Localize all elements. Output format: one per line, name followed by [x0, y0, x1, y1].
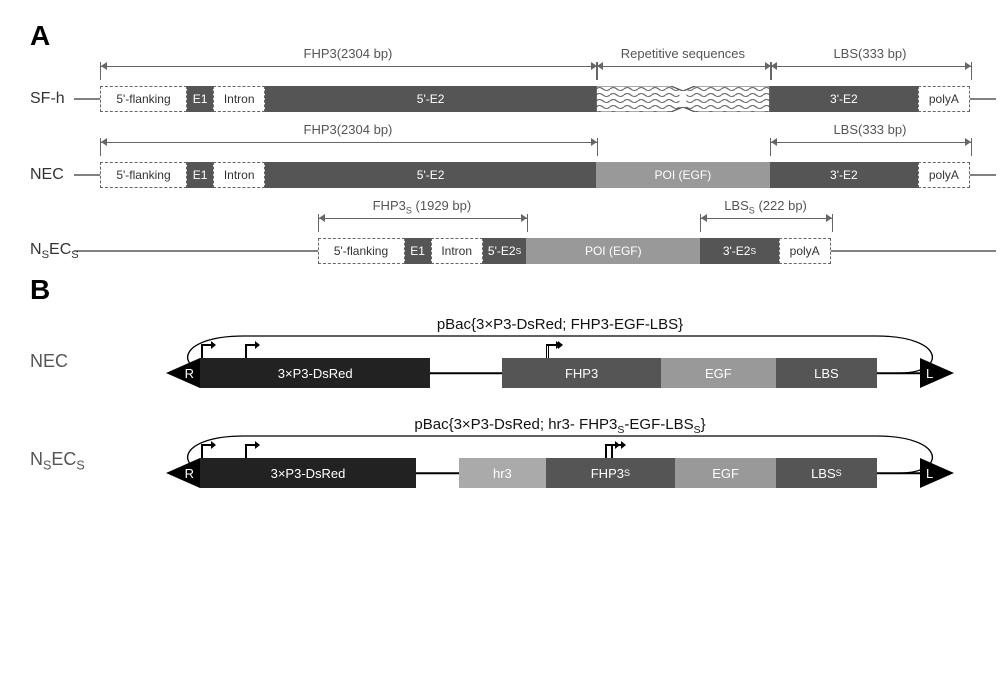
cassette-lbs: LBS: [776, 358, 877, 388]
piggybac-arm-r: R: [166, 358, 200, 388]
segment-polya: polyA: [918, 86, 970, 112]
segment-3-e2-sub-s-sub-: 3'-E2S: [700, 238, 778, 264]
promoter-arrow-icon: [546, 344, 562, 358]
gene-track: FHP3(2304 bp)Repetitive sequencesLBS(333…: [100, 86, 970, 112]
segment-poi-egf-: POI (EGF): [526, 238, 700, 264]
segment-3-e2: 3'-E2: [770, 86, 918, 112]
plasmid-row-label: NSECS: [30, 449, 150, 473]
segment-5-e2: 5'-E2: [265, 162, 596, 188]
segment-e1: E1: [405, 238, 431, 264]
connector-line: [430, 372, 502, 374]
dimension-bracket: [100, 138, 598, 156]
piggybac-arm-l: L: [920, 458, 954, 488]
segment-5-e2-sub-s-sub-: 5'-E2S: [483, 238, 527, 264]
promoter-arrow-icon: [199, 344, 215, 358]
cassette-fhp3: FHP3: [502, 358, 660, 388]
cassette-egf: EGF: [661, 358, 776, 388]
connector-line: [877, 372, 920, 374]
promoter-arrow-icon: [243, 444, 259, 458]
bracket-label: LBSS (222 bp): [700, 198, 831, 216]
cassette-hr3: hr3: [459, 458, 545, 488]
piggybac-arm-l: L: [920, 358, 954, 388]
segment-break: [596, 86, 770, 112]
panel-b-label: B: [30, 274, 970, 306]
bracket-label: FHP3S (1929 bp): [318, 198, 527, 216]
segment-5-flanking: 5'-flanking: [318, 238, 405, 264]
bracket-label: FHP3(2304 bp): [100, 46, 596, 61]
segment-intron: Intron: [213, 86, 265, 112]
connector-line: [877, 472, 920, 474]
plasmid-row-label: NEC: [30, 351, 150, 372]
segment-polya: polyA: [779, 238, 831, 264]
dimension-bracket: [700, 214, 833, 232]
promoter-arrow-icon: [243, 344, 259, 358]
promoter-arrow-icon: [603, 444, 619, 458]
segment-intron: Intron: [431, 238, 483, 264]
plasmid-row: NECpBac{3×P3-DsRed; FHP3-EGF-LBS}RL3×P3-…: [30, 316, 970, 406]
gene-row: SF-hFHP3(2304 bp)Repetitive sequencesLBS…: [30, 86, 970, 112]
bracket-label: FHP3(2304 bp): [100, 122, 596, 137]
cassette-3-p3-dsred: 3×P3-DsRed: [200, 458, 416, 488]
gene-row: NECFHP3(2304 bp)LBS(333 bp)5'-flankingE1…: [30, 162, 970, 188]
segment-e1: E1: [187, 162, 213, 188]
segment-poi-egf-: POI (EGF): [596, 162, 770, 188]
dimension-bracket: [770, 62, 972, 80]
plasmid-track: RL3×P3-DsRedFHP3EGFLBS: [200, 358, 920, 388]
segment-polya: polyA: [918, 162, 970, 188]
gene-row: NSECSFHP3S (1929 bp)LBSS (222 bp)5'-flan…: [30, 238, 970, 264]
plasmid-row: NSECSpBac{3×P3-DsRed; hr3- FHP3S-EGF-LBS…: [30, 416, 970, 506]
dimension-bracket: [596, 62, 772, 80]
cassette-3-p3-dsred: 3×P3-DsRed: [200, 358, 430, 388]
dimension-bracket: [100, 62, 598, 80]
plasmid-track: RL3×P3-DsRedhr3FHP3SEGFLBSS: [200, 458, 920, 488]
dimension-bracket: [770, 138, 972, 156]
segment-e1: E1: [187, 86, 213, 112]
bracket-label: Repetitive sequences: [596, 46, 770, 61]
segment-5-flanking: 5'-flanking: [100, 162, 187, 188]
gene-track: FHP3S (1929 bp)LBSS (222 bp)5'-flankingE…: [100, 238, 970, 264]
segment-intron: Intron: [213, 162, 265, 188]
segment-5-e2: 5'-E2: [265, 86, 596, 112]
cassette-fhp3-sub-s-sub-: FHP3S: [546, 458, 676, 488]
gene-track: FHP3(2304 bp)LBS(333 bp)5'-flankingE1Int…: [100, 162, 970, 188]
segment-3-e2: 3'-E2: [770, 162, 918, 188]
piggybac-arm-r: R: [166, 458, 200, 488]
segment-5-flanking: 5'-flanking: [100, 86, 187, 112]
promoter-arrow-icon: [199, 444, 215, 458]
bracket-label: LBS(333 bp): [770, 46, 970, 61]
cassette-lbs-sub-s-sub-: LBSS: [776, 458, 877, 488]
dimension-bracket: [318, 214, 529, 232]
connector-line: [416, 472, 459, 474]
cassette-egf: EGF: [675, 458, 776, 488]
bracket-label: LBS(333 bp): [770, 122, 970, 137]
